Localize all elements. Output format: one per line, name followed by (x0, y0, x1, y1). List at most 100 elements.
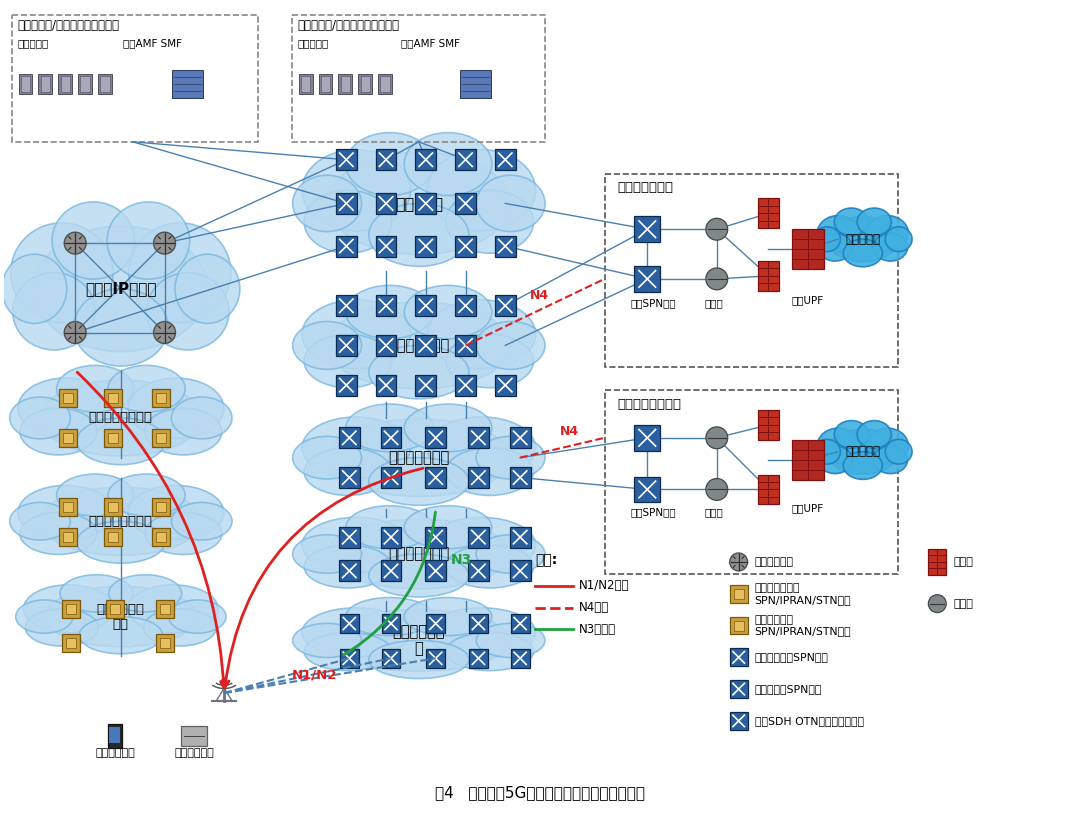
Ellipse shape (305, 632, 392, 671)
Ellipse shape (476, 623, 545, 658)
Ellipse shape (11, 222, 113, 322)
Text: 运营商大区/省级中心机房（备）: 运营商大区/省级中心机房（备） (298, 19, 400, 32)
Bar (63, 635, 80, 652)
Bar (156, 600, 174, 618)
Ellipse shape (858, 208, 891, 236)
Text: 电力SPN设备: 电力SPN设备 (631, 507, 676, 517)
Ellipse shape (428, 300, 536, 369)
Bar (416, 295, 436, 316)
Text: 运营商地市汇聚层: 运营商地市汇聚层 (89, 515, 153, 528)
Ellipse shape (428, 417, 536, 479)
Ellipse shape (77, 418, 165, 465)
Bar (455, 295, 476, 316)
Ellipse shape (293, 535, 362, 573)
Bar (376, 149, 396, 170)
Bar (59, 389, 77, 407)
Ellipse shape (52, 202, 135, 279)
Bar (160, 638, 170, 649)
Ellipse shape (428, 517, 536, 573)
Text: N3: N3 (450, 553, 472, 567)
Bar (336, 335, 356, 356)
Bar (416, 375, 436, 396)
Ellipse shape (446, 447, 534, 496)
Ellipse shape (834, 208, 868, 236)
Text: 电力UPF: 电力UPF (792, 503, 823, 514)
Ellipse shape (24, 585, 113, 633)
Bar (100, 76, 109, 92)
Bar (301, 76, 310, 92)
Bar (41, 76, 50, 92)
Bar (730, 617, 747, 635)
Ellipse shape (305, 191, 392, 254)
Ellipse shape (446, 335, 534, 388)
Ellipse shape (302, 517, 410, 573)
Bar (156, 433, 165, 443)
Bar (455, 335, 476, 356)
Bar (605, 390, 897, 574)
Ellipse shape (428, 608, 536, 657)
Ellipse shape (19, 513, 97, 555)
Ellipse shape (446, 632, 534, 671)
Bar (339, 427, 360, 448)
Bar (380, 427, 402, 448)
Circle shape (730, 553, 747, 571)
Text: 运营商大区/省级中心机房（主）: 运营商大区/省级中心机房（主） (17, 19, 120, 32)
Circle shape (929, 595, 946, 613)
Ellipse shape (129, 222, 231, 322)
Ellipse shape (428, 150, 536, 231)
Ellipse shape (18, 378, 113, 438)
Bar (511, 649, 529, 667)
Ellipse shape (77, 521, 165, 563)
Bar (336, 149, 356, 170)
Text: 安全接入区: 安全接入区 (846, 445, 880, 458)
Ellipse shape (404, 597, 491, 636)
Bar (339, 467, 360, 488)
Circle shape (706, 427, 728, 449)
Ellipse shape (305, 335, 392, 388)
Bar (59, 498, 77, 516)
Text: 电力地市汇聚层: 电力地市汇聚层 (388, 546, 449, 561)
Bar (455, 193, 476, 213)
Bar (495, 236, 515, 257)
Bar (109, 727, 120, 743)
Text: 电力接入层SPN设备: 电力接入层SPN设备 (755, 684, 822, 694)
Ellipse shape (145, 408, 221, 455)
Ellipse shape (293, 321, 362, 370)
Text: 电力AMF SMF: 电力AMF SMF (401, 38, 460, 48)
Ellipse shape (79, 617, 163, 654)
Bar (733, 621, 744, 631)
Bar (172, 70, 203, 98)
Text: 运营商IP承载网: 运营商IP承载网 (85, 281, 157, 296)
Ellipse shape (404, 506, 491, 549)
Bar (156, 393, 165, 403)
Ellipse shape (818, 428, 860, 464)
Bar (21, 76, 30, 92)
Ellipse shape (293, 436, 362, 479)
Bar (339, 560, 360, 582)
Text: N1/N2信令: N1/N2信令 (579, 579, 630, 592)
Text: 省电力公司机房: 省电力公司机房 (618, 182, 674, 195)
Bar (108, 502, 118, 512)
Bar (427, 649, 445, 667)
Ellipse shape (368, 204, 469, 267)
Bar (361, 76, 369, 92)
Bar (39, 74, 52, 94)
Ellipse shape (843, 239, 882, 267)
Ellipse shape (866, 428, 908, 464)
Bar (160, 604, 170, 614)
Bar (336, 236, 356, 257)
Text: 控制面网元: 控制面网元 (17, 38, 49, 48)
Ellipse shape (293, 623, 362, 658)
Bar (336, 193, 356, 213)
Ellipse shape (305, 545, 392, 588)
Text: 交换机: 交换机 (705, 298, 724, 308)
Bar (108, 724, 122, 748)
Bar (468, 427, 489, 448)
Bar (455, 236, 476, 257)
Ellipse shape (56, 474, 134, 516)
Bar (104, 389, 122, 407)
Bar (730, 585, 747, 603)
Bar (793, 440, 824, 479)
Bar (605, 173, 897, 367)
Bar (469, 649, 488, 667)
